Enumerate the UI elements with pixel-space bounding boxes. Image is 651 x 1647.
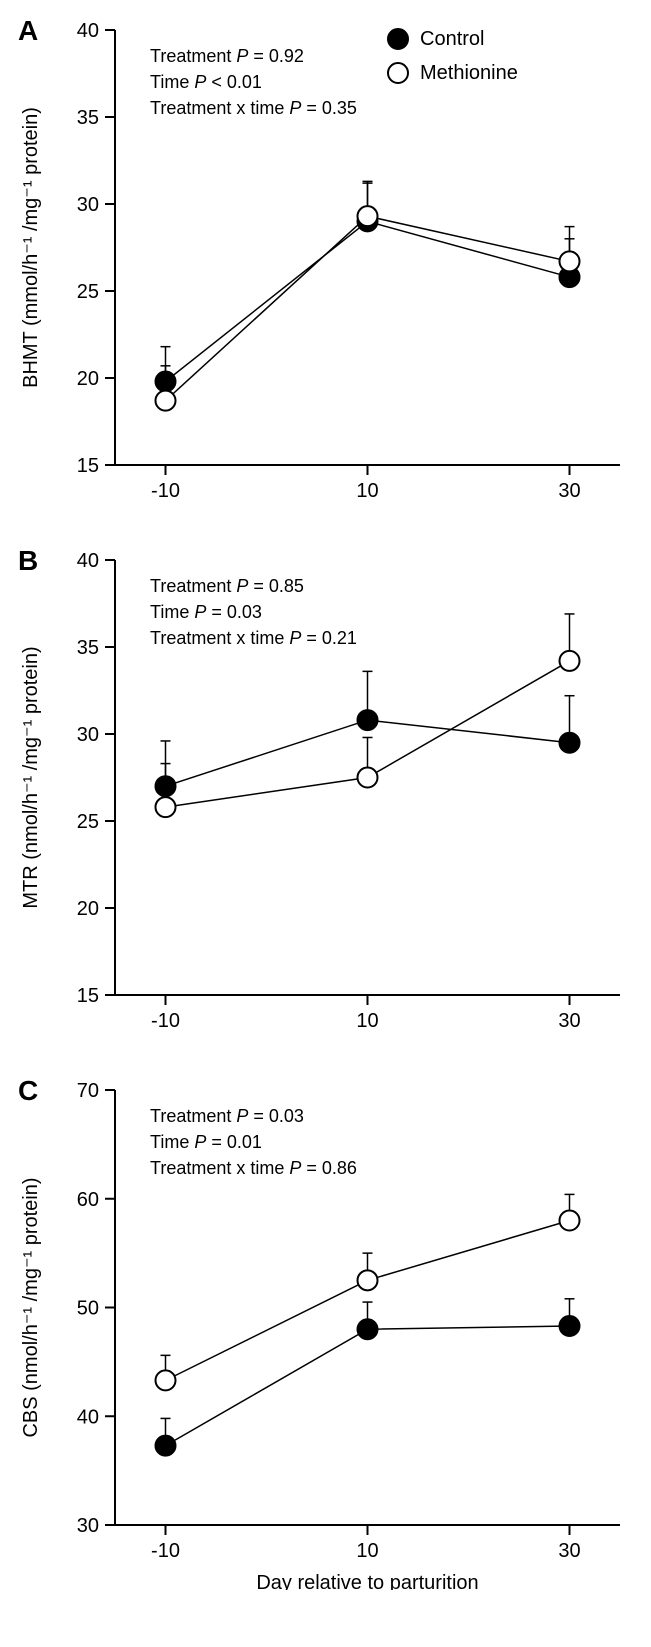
x-tick-label: 10 [356,1540,378,1562]
y-tick-label: 35 [77,637,99,659]
series-line [166,216,570,400]
stats-line: Treatment P = 0.85 [150,576,304,596]
figure: 15 20 25 30 35 40 -10 10 30 BHMT (mmol/h⁻¹ /mg⁻¹ … [0,0,651,1647]
data-marker [560,651,580,671]
data-marker [358,206,378,226]
y-tick-label: 25 [77,281,99,303]
x-tick-label: 30 [558,1010,580,1032]
panel-a: 15 20 25 30 35 40 -10 10 30 BHMT (mmol/h⁻¹ /mg⁻¹ … [0,0,651,530]
y-tick-label: 35 [77,107,99,129]
panel-b: 15 20 25 30 35 40 -10 10 30 MTR (nmol/h⁻¹ /mg⁻¹ p… [0,530,651,1060]
x-tick-label: 30 [558,480,580,502]
series-line [166,1221,570,1381]
legend-label: Control [420,28,484,50]
data-marker [358,710,378,730]
stats-line: Time P = 0.01 [150,1132,262,1152]
stats-line: Treatment x time P = 0.35 [150,98,357,118]
panel-letter: A [18,15,38,46]
data-marker [560,1316,580,1336]
panel-letter: C [18,1075,38,1106]
series-line [166,221,570,381]
panel-c: 30 40 50 60 70 -10 10 30 CBS (nmol/h⁻¹ /mg⁻¹ pro… [0,1060,651,1590]
data-marker [156,1436,176,1456]
series-line [166,1326,570,1446]
data-marker [358,1270,378,1290]
y-tick-label: 50 [77,1298,99,1320]
x-tick-label: -10 [151,1010,180,1032]
x-tick-label: 10 [356,480,378,502]
data-marker [560,733,580,753]
y-axis-label: MTR (nmol/h⁻¹ /mg⁻¹ protein) [20,646,42,908]
stats-line: Time P = 0.03 [150,602,262,622]
x-tick-label: -10 [151,1540,180,1562]
y-tick-label: 15 [77,455,99,477]
data-marker [560,251,580,271]
y-tick-label: 40 [77,1406,99,1428]
data-marker [358,768,378,788]
y-tick-label: 20 [77,898,99,920]
x-axis-label: Day relative to parturition [256,1572,478,1590]
y-tick-label: 30 [77,1515,99,1537]
legend-marker-icon [388,63,408,83]
y-tick-label: 70 [77,1080,99,1102]
y-tick-label: 40 [77,20,99,42]
y-tick-label: 40 [77,550,99,572]
y-tick-label: 30 [77,724,99,746]
y-tick-label: 30 [77,194,99,216]
data-marker [156,391,176,411]
legend-marker-icon [388,29,408,49]
x-tick-label: -10 [151,480,180,502]
y-axis-label: CBS (nmol/h⁻¹ /mg⁻¹ protein) [20,1177,42,1437]
y-tick-label: 25 [77,811,99,833]
y-tick-label: 15 [77,985,99,1007]
y-tick-label: 20 [77,368,99,390]
x-tick-label: 10 [356,1010,378,1032]
stats-line: Treatment x time P = 0.21 [150,628,357,648]
stats-line: Treatment P = 0.92 [150,46,304,66]
stats-line: Treatment x time P = 0.86 [150,1158,357,1178]
data-marker [156,797,176,817]
data-marker [560,1211,580,1231]
stats-line: Time P < 0.01 [150,72,262,92]
legend-label: Methionine [420,62,518,84]
data-marker [156,1370,176,1390]
y-tick-label: 60 [77,1189,99,1211]
data-marker [358,1319,378,1339]
stats-line: Treatment P = 0.03 [150,1106,304,1126]
y-axis-label: BHMT (mmol/h⁻¹ /mg⁻¹ protein) [20,107,42,388]
panel-letter: B [18,545,38,576]
x-tick-label: 30 [558,1540,580,1562]
